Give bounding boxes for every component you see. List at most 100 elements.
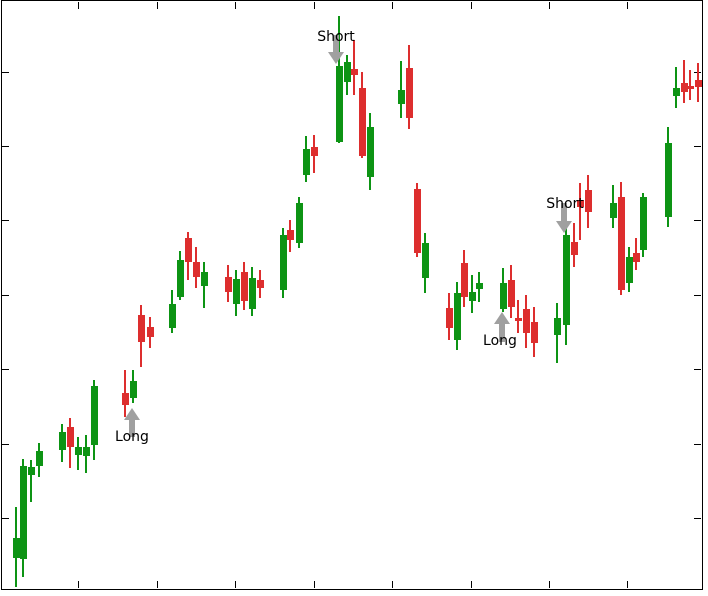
candle-body-down [686, 86, 694, 89]
candle-body-up [74, 447, 82, 455]
candle-body-down [137, 315, 145, 342]
long-arrow-icon [124, 408, 140, 420]
candle-body-down [570, 242, 578, 255]
annotation-label-long: Long [115, 429, 149, 445]
candle-body-down [121, 393, 129, 405]
x-axis-tick [78, 2, 80, 9]
candle-body-down [576, 200, 584, 207]
candle-body-up [366, 127, 374, 177]
candle-body-down [192, 262, 200, 277]
candle-body-down [632, 253, 640, 262]
x-axis-tick [627, 581, 629, 588]
candle-body-up [499, 283, 507, 309]
candle-body-down [240, 272, 248, 301]
candle-body-up [639, 197, 647, 250]
candle-body-up [295, 203, 303, 243]
candle-body-down [66, 427, 74, 447]
candle-body-up [82, 447, 90, 456]
candle-body-down [224, 277, 232, 292]
candle-body-up [562, 235, 570, 325]
candle-body-down [310, 147, 318, 156]
x-axis-tick [549, 581, 551, 588]
long-arrow-icon [494, 312, 510, 324]
x-axis-tick [627, 2, 629, 9]
annotation-label-long: Long [483, 333, 517, 349]
x-axis-tick [78, 581, 80, 588]
y-axis-tick [2, 518, 9, 520]
short-arrow-stem [333, 35, 339, 53]
candle-wick-down [689, 70, 691, 100]
y-axis-tick [694, 220, 701, 222]
y-axis-tick [694, 146, 701, 148]
candle-body-down [358, 88, 366, 156]
candle-body-down [460, 263, 468, 297]
candle-body-down [184, 238, 192, 262]
candle-wick-up [30, 460, 32, 502]
candle-body-up [453, 293, 461, 340]
candle-body-down [286, 230, 294, 240]
long-arrow-stem [499, 323, 505, 342]
candle-body-down [146, 327, 154, 337]
candle-body-down [445, 308, 453, 328]
y-axis-tick [2, 295, 9, 297]
candle-body-up [35, 451, 43, 466]
candle-body-up [421, 243, 429, 278]
short-arrow-icon [328, 52, 344, 64]
x-axis-tick [157, 581, 159, 588]
candle-body-down [584, 190, 592, 212]
candle-body-down [694, 80, 702, 87]
annotation-label-short: Short [546, 196, 584, 212]
candle-body-up [58, 432, 66, 450]
candle-body-up [27, 467, 35, 475]
candle-body-up [232, 279, 240, 304]
candle-wick-down [353, 40, 355, 95]
candle-body-up [468, 292, 476, 301]
y-axis-tick [694, 295, 701, 297]
candle-body-up [168, 304, 176, 328]
candle-body-up [176, 260, 184, 297]
x-axis-tick [314, 2, 316, 9]
candle-wick-down [683, 60, 685, 103]
x-axis-tick [314, 581, 316, 588]
long-arrow-stem [129, 419, 135, 437]
y-axis-tick [2, 146, 9, 148]
candle-body-up [335, 66, 343, 142]
annotation-label-short: Short [317, 29, 355, 45]
candle-body-down [522, 309, 530, 333]
candle-body-up [90, 386, 98, 445]
x-axis-tick [235, 581, 237, 588]
y-axis-tick [2, 220, 9, 222]
y-axis-tick [694, 369, 701, 371]
candle-wick-up [675, 67, 677, 108]
x-axis-tick [392, 2, 394, 9]
candle-body-down [680, 83, 688, 92]
candle-body-up [664, 143, 672, 217]
candle-body-up [12, 538, 20, 558]
candle-body-up [672, 88, 680, 96]
x-axis-tick [549, 2, 551, 9]
candle-body-down [405, 68, 413, 118]
x-axis-tick [471, 581, 473, 588]
short-arrow-stem [561, 203, 567, 222]
candle-wick-up [400, 61, 402, 118]
candle-body-up [553, 318, 561, 335]
x-axis-tick [157, 2, 159, 9]
candle-wick-down [517, 300, 519, 333]
y-axis-tick [2, 369, 9, 371]
x-axis-tick [235, 2, 237, 9]
candle-body-down [350, 69, 358, 75]
candle-wick-down [579, 183, 581, 240]
candle-body-up [397, 90, 405, 104]
short-arrow-icon [556, 221, 572, 233]
candle-body-up [200, 272, 208, 286]
candle-body-down [530, 322, 538, 343]
candle-body-up [279, 235, 287, 290]
candle-body-down [507, 280, 515, 307]
candle-body-down [413, 189, 421, 253]
candle-body-down [514, 318, 522, 321]
x-axis-tick [471, 2, 473, 9]
candle-body-up [129, 381, 137, 398]
